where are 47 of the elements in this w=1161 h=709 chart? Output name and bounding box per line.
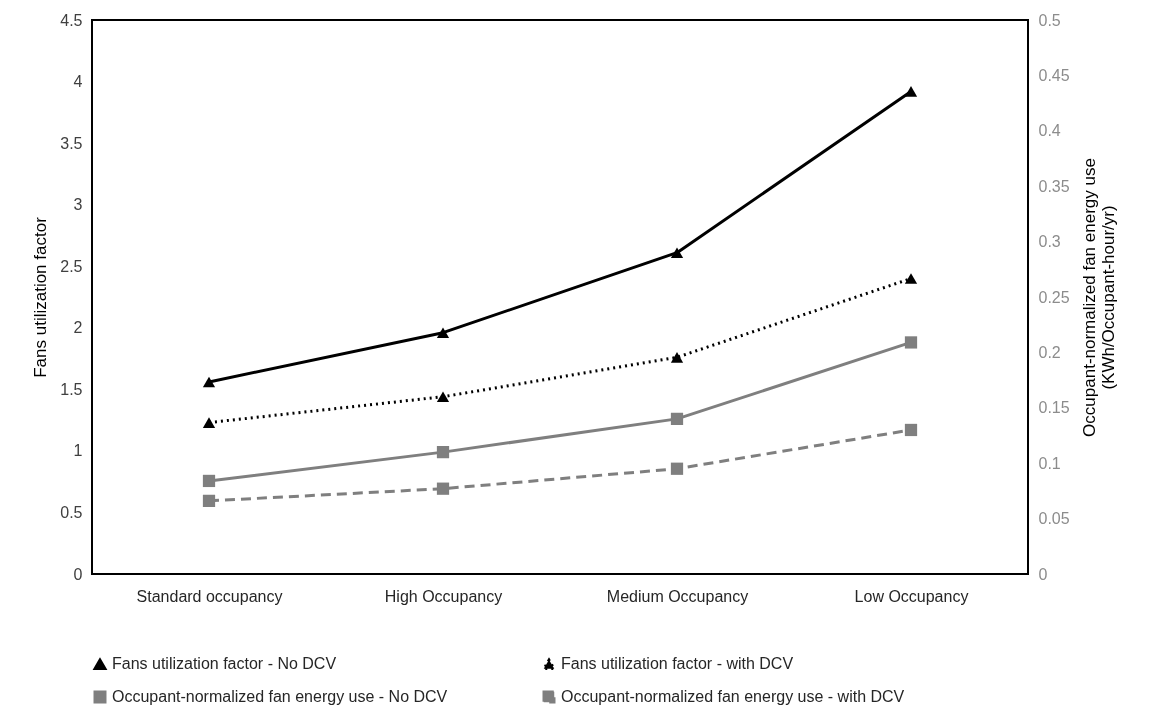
y2-tick-label: 0.1 — [1038, 454, 1061, 472]
point — [670, 352, 684, 363]
x-tick-label: Medium Occupancy — [606, 587, 749, 605]
y-tick-label: 4 — [73, 73, 83, 91]
point — [904, 423, 918, 437]
y-tick-label: 1 — [73, 442, 83, 460]
legend-label: Occupant-normalized fan energy use - No DCV — [112, 688, 448, 705]
point — [436, 446, 450, 459]
point — [202, 417, 216, 428]
legend-label: Fans utilization factor - No DCV — [112, 655, 337, 673]
x-tick-label: Standard occupancy — [136, 587, 283, 605]
y2-tick-label: 0.05 — [1038, 510, 1070, 528]
point — [670, 247, 684, 258]
point — [202, 494, 216, 507]
legend-label: Fans utilization factor - with DCV — [561, 655, 794, 673]
y2-tick-label: 0 — [1038, 565, 1048, 583]
point — [904, 336, 918, 349]
point — [436, 327, 450, 339]
point — [670, 412, 684, 425]
y2-tick-label: 0.45 — [1038, 66, 1070, 84]
y2-tick-label: 0.2 — [1038, 343, 1061, 361]
y-axis-title: Fans utilization factor — [31, 216, 51, 378]
point — [436, 482, 450, 495]
point — [436, 391, 450, 403]
point — [202, 376, 216, 388]
y-tick-label: 3 — [73, 196, 83, 214]
y-tick-label: 1.5 — [60, 380, 83, 398]
x-tick-label: High Occupancy — [384, 587, 503, 605]
y2-tick-label: 0.4 — [1038, 122, 1061, 140]
y-tick-label: 2 — [73, 319, 83, 337]
y-tick-label: 0.5 — [60, 503, 83, 521]
y2-tick-label: 0.5 — [1038, 11, 1061, 29]
legend-label: Occupant-normalized fan energy use - with DCV — [561, 688, 905, 705]
y-tick-label: 0 — [73, 565, 83, 583]
y-tick-label: 2.5 — [60, 257, 83, 275]
y2-tick-label: 0.25 — [1038, 288, 1070, 306]
point — [670, 462, 684, 475]
point — [904, 86, 918, 97]
point — [202, 474, 216, 488]
point — [904, 273, 918, 284]
y-tick-label: 3.5 — [60, 134, 83, 152]
x-tick-label: Low Occupancy — [854, 587, 969, 605]
y2-tick-label: 0.35 — [1038, 177, 1070, 195]
y2-tick-label: 0.15 — [1038, 399, 1070, 417]
y-tick-label: 4.5 — [60, 11, 83, 29]
y2-tick-label: 0.3 — [1038, 233, 1061, 251]
y2-axis-title: Occupant-normalized fan energy use (KWh/Occupant-hour/yr) — [1079, 158, 1118, 437]
